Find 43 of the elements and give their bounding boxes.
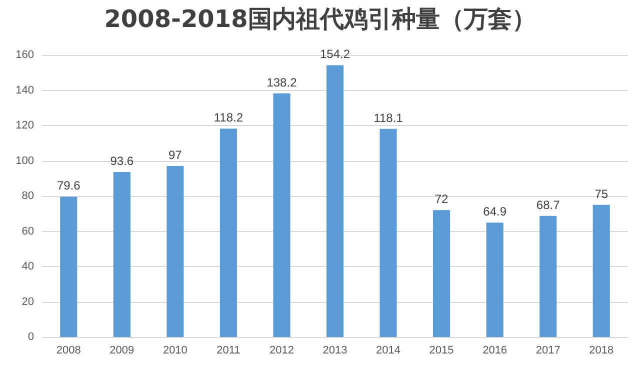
y-tick-label: 100 <box>16 154 34 167</box>
data-label: 72 <box>434 192 449 206</box>
data-label: 118.2 <box>214 110 244 125</box>
bar <box>540 216 557 337</box>
data-label: 79.6 <box>56 178 81 193</box>
y-tick-label: 160 <box>16 49 34 61</box>
chart-title: 2008-2018国内祖代鸡引种量（万套） <box>104 5 536 33</box>
x-tick-label: 2013 <box>322 344 348 356</box>
x-tick-label: 2011 <box>216 344 240 356</box>
y-tick-label: 20 <box>22 296 34 308</box>
bar <box>113 172 130 337</box>
x-tick-label: 2018 <box>589 344 614 356</box>
bar <box>326 65 344 337</box>
x-tick-label: 2012 <box>269 344 294 356</box>
data-label: 154.2 <box>320 47 350 62</box>
data-label: 68.7 <box>536 198 560 212</box>
y-tick-label: 40 <box>22 260 34 272</box>
bar <box>60 196 78 337</box>
bar <box>592 204 610 337</box>
x-tick-label: 2017 <box>536 344 560 356</box>
bar <box>433 210 450 337</box>
data-label: 64.9 <box>483 204 507 219</box>
data-label: 118.1 <box>374 110 404 125</box>
data-label: 75 <box>594 186 608 201</box>
data-label: 138.2 <box>266 75 298 90</box>
x-tick-label: 2009 <box>110 344 134 356</box>
bar <box>273 93 290 337</box>
x-tick-label: 2014 <box>376 344 401 356</box>
y-tick-label: 80 <box>22 190 34 202</box>
data-label: 93.6 <box>110 154 134 168</box>
x-tick-label: 2015 <box>429 344 454 356</box>
x-tick-label: 2016 <box>482 344 508 356</box>
y-tick-label: 0 <box>28 331 34 343</box>
y-tick-label: 120 <box>16 120 34 132</box>
y-tick-label: 60 <box>22 225 34 238</box>
bar <box>380 128 397 337</box>
data-label: 97 <box>168 148 182 162</box>
bar <box>166 166 184 337</box>
x-tick-label: 2010 <box>162 344 188 356</box>
bar <box>486 222 504 337</box>
x-tick-label: 2008 <box>56 344 81 356</box>
y-tick-label: 140 <box>16 84 34 96</box>
bar <box>220 128 237 337</box>
